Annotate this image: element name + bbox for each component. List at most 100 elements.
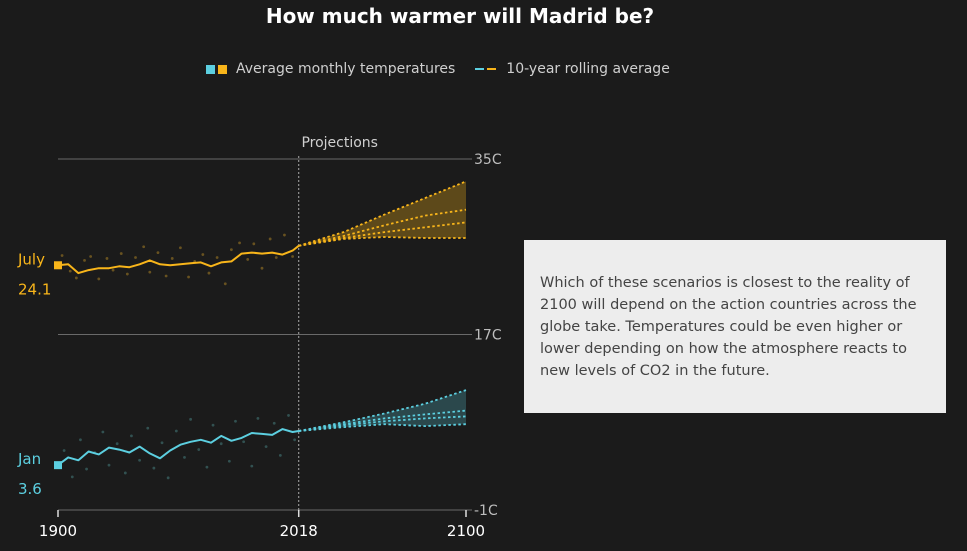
legend-swatch-july [218, 64, 227, 74]
monthly-point-jan [115, 442, 119, 446]
projection-label: Projections [301, 135, 378, 151]
monthly-point-jan [287, 414, 290, 417]
monthly-point-jan [219, 442, 223, 446]
monthly-point-july [156, 251, 160, 255]
monthly-point-july [291, 255, 294, 258]
info-panel-text: Which of these scenarios is closest to t… [540, 275, 917, 379]
monthly-point-july [230, 248, 233, 252]
legend-dash-jan [475, 68, 485, 70]
x-tick-label: 2018 [280, 522, 318, 540]
monthly-point-jan [205, 465, 209, 469]
y-tick-label: 17C [474, 328, 502, 344]
monthly-point-july [187, 275, 190, 279]
monthly-dots [60, 233, 297, 480]
monthly-point-jan [123, 471, 127, 475]
monthly-point-july [179, 246, 182, 250]
monthly-point-jan [227, 459, 231, 463]
monthly-point-july [68, 269, 72, 273]
legend-dash-july [487, 68, 497, 70]
series-start-value-july: 24.1 [18, 280, 51, 298]
projections [298, 180, 467, 432]
monthly-point-jan [278, 454, 282, 457]
monthly-point-july [238, 241, 241, 245]
monthly-point-jan [174, 429, 178, 433]
projection-line-jan-mid [298, 415, 467, 432]
monthly-point-july [142, 245, 146, 249]
monthly-point-july [74, 276, 78, 280]
monthly-point-jan [234, 419, 237, 423]
monthly-point-jan [138, 458, 142, 462]
legend-monthly: Average monthly temperatures [206, 61, 455, 77]
projection-line-july-mid-high [298, 208, 467, 247]
monthly-point-july [252, 242, 256, 246]
legend: Average monthly temperatures 10-year rol… [206, 61, 670, 77]
monthly-point-jan [152, 466, 156, 470]
monthly-point-july [246, 258, 250, 261]
monthly-point-jan [85, 467, 88, 471]
legend-swatch-jan [206, 64, 215, 74]
chart-title: How much warmer will Madrid be? [265, 4, 655, 28]
monthly-point-jan [264, 445, 268, 449]
monthly-point-jan [160, 441, 164, 445]
projection-band-jan [298, 390, 466, 431]
monthly-point-july [105, 257, 109, 260]
series-label-july: July [17, 250, 45, 268]
rolling-line-jan [57, 428, 299, 466]
projection-line-jan-high [298, 389, 467, 432]
monthly-point-july [97, 277, 101, 281]
monthly-point-july [148, 270, 152, 274]
rolling-line-july [57, 245, 300, 275]
monthly-point-jan [189, 417, 193, 421]
x-tick-label: 2100 [447, 522, 485, 540]
monthly-point-jan [272, 421, 276, 425]
legend-rolling: 10-year rolling average [475, 61, 670, 77]
monthly-point-july [164, 274, 168, 278]
monthly-point-july [134, 256, 137, 259]
monthly-point-july [268, 237, 272, 241]
monthly-point-july [170, 257, 174, 260]
grid [57, 156, 472, 517]
labels: 35C 17C -1C 1900 2018 2100 Projections July 24.1… [17, 135, 502, 540]
monthly-point-jan [107, 463, 111, 467]
monthly-point-jan [211, 423, 215, 427]
x-tick-label: 1900 [39, 522, 77, 540]
monthly-point-july [119, 252, 123, 255]
monthly-point-jan [166, 476, 170, 480]
start-marker-july [54, 261, 62, 270]
monthly-point-july [260, 266, 264, 270]
monthly-point-july [201, 253, 205, 256]
monthly-point-july [125, 272, 129, 276]
series-label-jan: Jan [17, 450, 41, 468]
start-marker-jan [54, 461, 62, 470]
legend-monthly-label: Average monthly temperatures [236, 61, 456, 77]
monthly-point-jan [293, 438, 297, 442]
y-tick-label: -1C [474, 503, 498, 519]
monthly-point-jan [101, 430, 105, 434]
monthly-point-jan [62, 449, 66, 452]
monthly-point-jan [197, 448, 201, 451]
monthly-point-july [274, 256, 278, 259]
projection-line-july-low [298, 236, 466, 247]
monthly-point-jan [70, 475, 74, 479]
projection-line-july-high [298, 180, 467, 247]
monthly-point-july [83, 259, 86, 262]
monthly-point-jan [146, 426, 150, 430]
legend-rolling-label: 10-year rolling average [506, 61, 670, 77]
monthly-point-jan [79, 438, 82, 442]
monthly-point-jan [130, 434, 133, 438]
info-panel: Which of these scenarios is closest to t… [524, 240, 946, 413]
series-start-value-jan: 3.6 [18, 480, 42, 498]
y-tick-label: 35C [474, 152, 502, 168]
monthly-point-july [60, 254, 64, 257]
monthly-point-july [223, 282, 227, 286]
monthly-point-jan [242, 440, 246, 444]
monthly-point-july [111, 268, 115, 272]
rolling-averages [54, 245, 300, 470]
monthly-point-july [89, 255, 93, 258]
monthly-point-jan [183, 455, 186, 459]
monthly-point-july [207, 271, 211, 275]
projection-line-jan-low [298, 423, 467, 432]
projection-band-july [298, 181, 466, 246]
monthly-point-july [215, 256, 219, 259]
